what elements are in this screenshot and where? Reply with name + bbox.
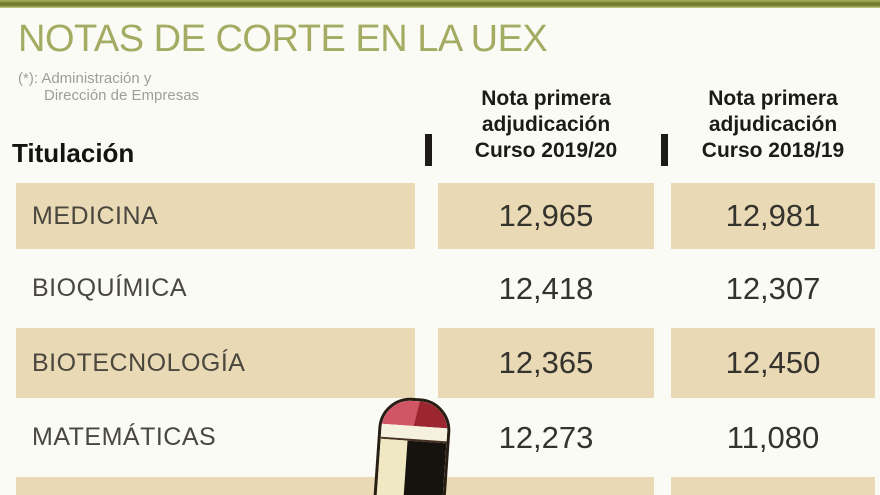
cell-nota-2019-20: 12,965	[438, 183, 654, 249]
column-header-2019-20: Nota primera adjudicación Curso 2019/20	[438, 86, 654, 164]
footnote-line-2: Dirección de Empresas	[44, 87, 200, 104]
table-row: BIOTECNOLOGÍA 12,365 12,450	[0, 328, 880, 398]
row-header-titulacion: Titulación	[12, 138, 135, 168]
grade-value: 12,450	[725, 345, 821, 380]
column-header-2018-19-line2: adjudicación	[708, 113, 838, 136]
table-row-partial	[0, 477, 880, 495]
grade-value: 12,965	[498, 198, 594, 233]
cell-nota-2019-20: 12,418	[438, 249, 654, 328]
pencil-body	[374, 438, 447, 495]
cell-nota-2018-19: 12,450	[671, 328, 875, 398]
cell-nota-2019-20: 12,365	[438, 328, 654, 398]
cell-nota-2018-19: 12,307	[671, 249, 875, 328]
column-header-2018-19: Nota primera adjudicación Curso 2018/19	[671, 86, 875, 164]
column-header-2018-19-line3: Curso 2018/19	[701, 139, 845, 162]
degree-label: MATEMÁTICAS	[32, 423, 217, 451]
cell-titulo: MATEMÁTICAS	[16, 398, 415, 477]
table-row: MATEMÁTICAS 12,273 11,080	[0, 398, 880, 477]
top-accent-bar	[0, 0, 880, 8]
cell-nota-2019-20	[438, 477, 654, 495]
column-header-2019-20-line1: Nota primera	[481, 87, 611, 110]
cell-nota-2018-19: 12,981	[671, 183, 875, 249]
column-header-2018-19-line1: Nota primera	[708, 87, 838, 110]
grade-value: 12,307	[725, 270, 821, 306]
degree-label: MEDICINA	[32, 201, 159, 230]
page-title: NOTAS DE CORTE EN LA UEX	[18, 18, 548, 60]
grade-value: 12,418	[498, 270, 594, 306]
cell-titulo	[16, 477, 415, 495]
cell-titulo: BIOTECNOLOGÍA	[16, 328, 415, 398]
column-header-2019-20-line3: Curso 2019/20	[474, 139, 618, 162]
footnote: (*): Administración y Dirección de Empre…	[18, 70, 199, 104]
cell-titulo: BIOQUÍMICA	[16, 249, 415, 328]
degree-label: BIOQUÍMICA	[32, 274, 188, 302]
table-row: MEDICINA 12,965 12,981	[0, 183, 880, 249]
table-row: BIOQUÍMICA 12,418 12,307	[0, 249, 880, 328]
footnote-line-1: (*): Administración y	[18, 70, 152, 87]
cell-nota-2019-20: 12,273	[438, 398, 654, 477]
cell-nota-2018-19: 11,080	[671, 398, 875, 477]
column-divider-bar-2	[661, 134, 668, 166]
degree-label: BIOTECNOLOGÍA	[32, 348, 246, 377]
pencil-icon	[371, 395, 453, 495]
cell-nota-2018-19	[671, 477, 875, 495]
pencil-dark-side	[401, 440, 447, 495]
grade-value: 12,981	[725, 198, 821, 233]
grade-value: 11,080	[726, 419, 820, 455]
grade-value: 12,273	[498, 419, 594, 455]
pencil-stripe	[374, 438, 408, 495]
column-header-2019-20-line2: adjudicación	[481, 113, 611, 136]
cell-titulo: MEDICINA	[16, 183, 415, 249]
column-divider-bar-1	[425, 134, 432, 166]
grade-value: 12,365	[498, 345, 594, 380]
